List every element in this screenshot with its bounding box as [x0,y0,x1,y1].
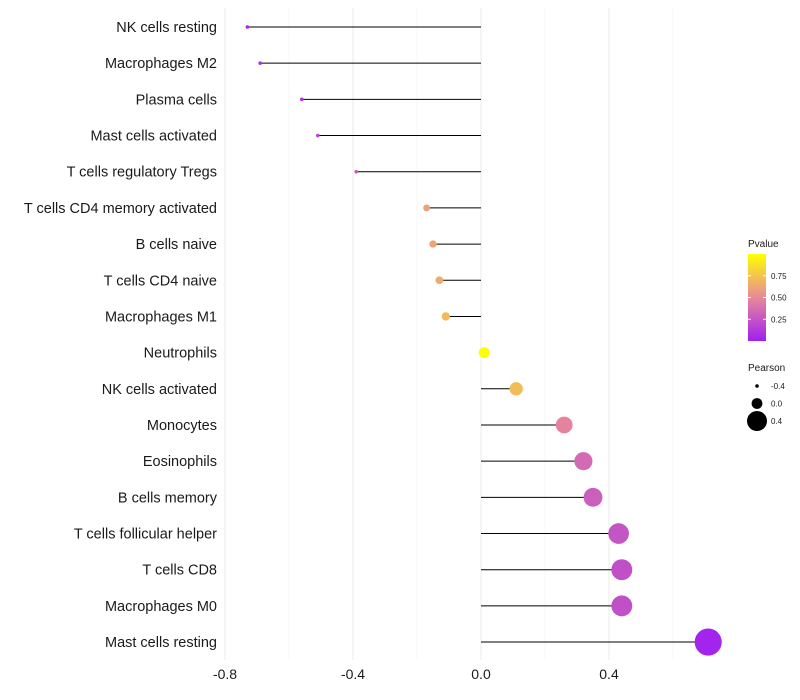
category-labels: NK cells resting Macrophages M2 Plasma cel… [24,20,218,651]
lollipop-point [258,61,263,65]
category-label: T cells CD4 memory activated [24,201,217,217]
size-legend-dot [755,384,759,388]
lollipop-point [316,133,320,138]
x-tick-label: 0.4 [599,666,619,682]
category-label: T cells CD8 [142,563,217,579]
category-label: Macrophages M2 [105,56,217,72]
category-label: Neutrophils [144,346,217,362]
lollipop-point [611,595,633,617]
lollipop-point [608,523,629,544]
category-label: T cells follicular helper [74,527,217,543]
lollipop-point [574,452,593,471]
category-label: B cells naive [136,237,217,253]
color-legend-tick-label: 0.75 [771,272,787,281]
size-legend-dot [751,398,763,409]
x-tick-label: -0.8 [213,666,237,682]
lollipop-point [478,347,490,359]
category-label: T cells CD4 naive [104,273,217,289]
lollipop-point [423,204,431,212]
size-legend-label: 0.4 [771,417,783,426]
category-label: Eosinophils [143,454,217,470]
category-label: Macrophages M1 [105,309,217,325]
size-legend-label: -0.4 [771,382,785,391]
lollipop-point [583,487,603,507]
color-legend-tick-label: 0.50 [771,294,787,303]
lollipop-points [245,25,722,656]
lollipop-point [555,416,573,434]
category-label: NK cells activated [102,382,217,398]
x-tick-label: -0.4 [341,666,365,682]
category-label: Macrophages M0 [105,599,217,615]
lollipop-point [300,97,304,102]
size-legend-label: 0.0 [771,400,783,409]
category-label: Mast cells activated [90,129,217,145]
lollipop-point [354,169,359,174]
color-legend-bar [748,254,766,341]
lollipop-point [435,276,444,285]
lollipop-point [694,628,722,656]
x-tick-label: 0.0 [471,666,491,682]
category-label: B cells memory [118,490,218,506]
size-legend-dot [747,411,767,431]
lollipop-point [245,25,250,29]
category-label: Mast cells resting [105,635,217,651]
lollipop-point [429,240,437,248]
category-label: T cells regulatory Tregs [67,165,217,181]
category-label: Plasma cells [136,92,217,108]
size-legend-title: Pearson [748,363,785,374]
color-legend-tick-label: 0.25 [771,315,787,324]
lollipop-point [611,559,633,581]
x-axis-ticks: -0.8 -0.4 0.0 0.4 [213,666,619,682]
size-legend-items: -0.4 0.0 0.4 [747,382,785,431]
lollipop-point [509,382,523,396]
lollipop-point [441,312,450,321]
color-legend-title: Pvalue [748,239,779,250]
category-label: Monocytes [147,418,217,434]
color-legend-ticks: 0.75 0.50 0.25 [748,272,787,324]
grid-layer [224,8,674,660]
legend: Pvalue 0.75 0.50 0.25 Pearson -0.4 0.0 0.4 [747,239,787,431]
category-label: NK cells resting [116,20,217,36]
lollipop-sticks [247,26,709,643]
